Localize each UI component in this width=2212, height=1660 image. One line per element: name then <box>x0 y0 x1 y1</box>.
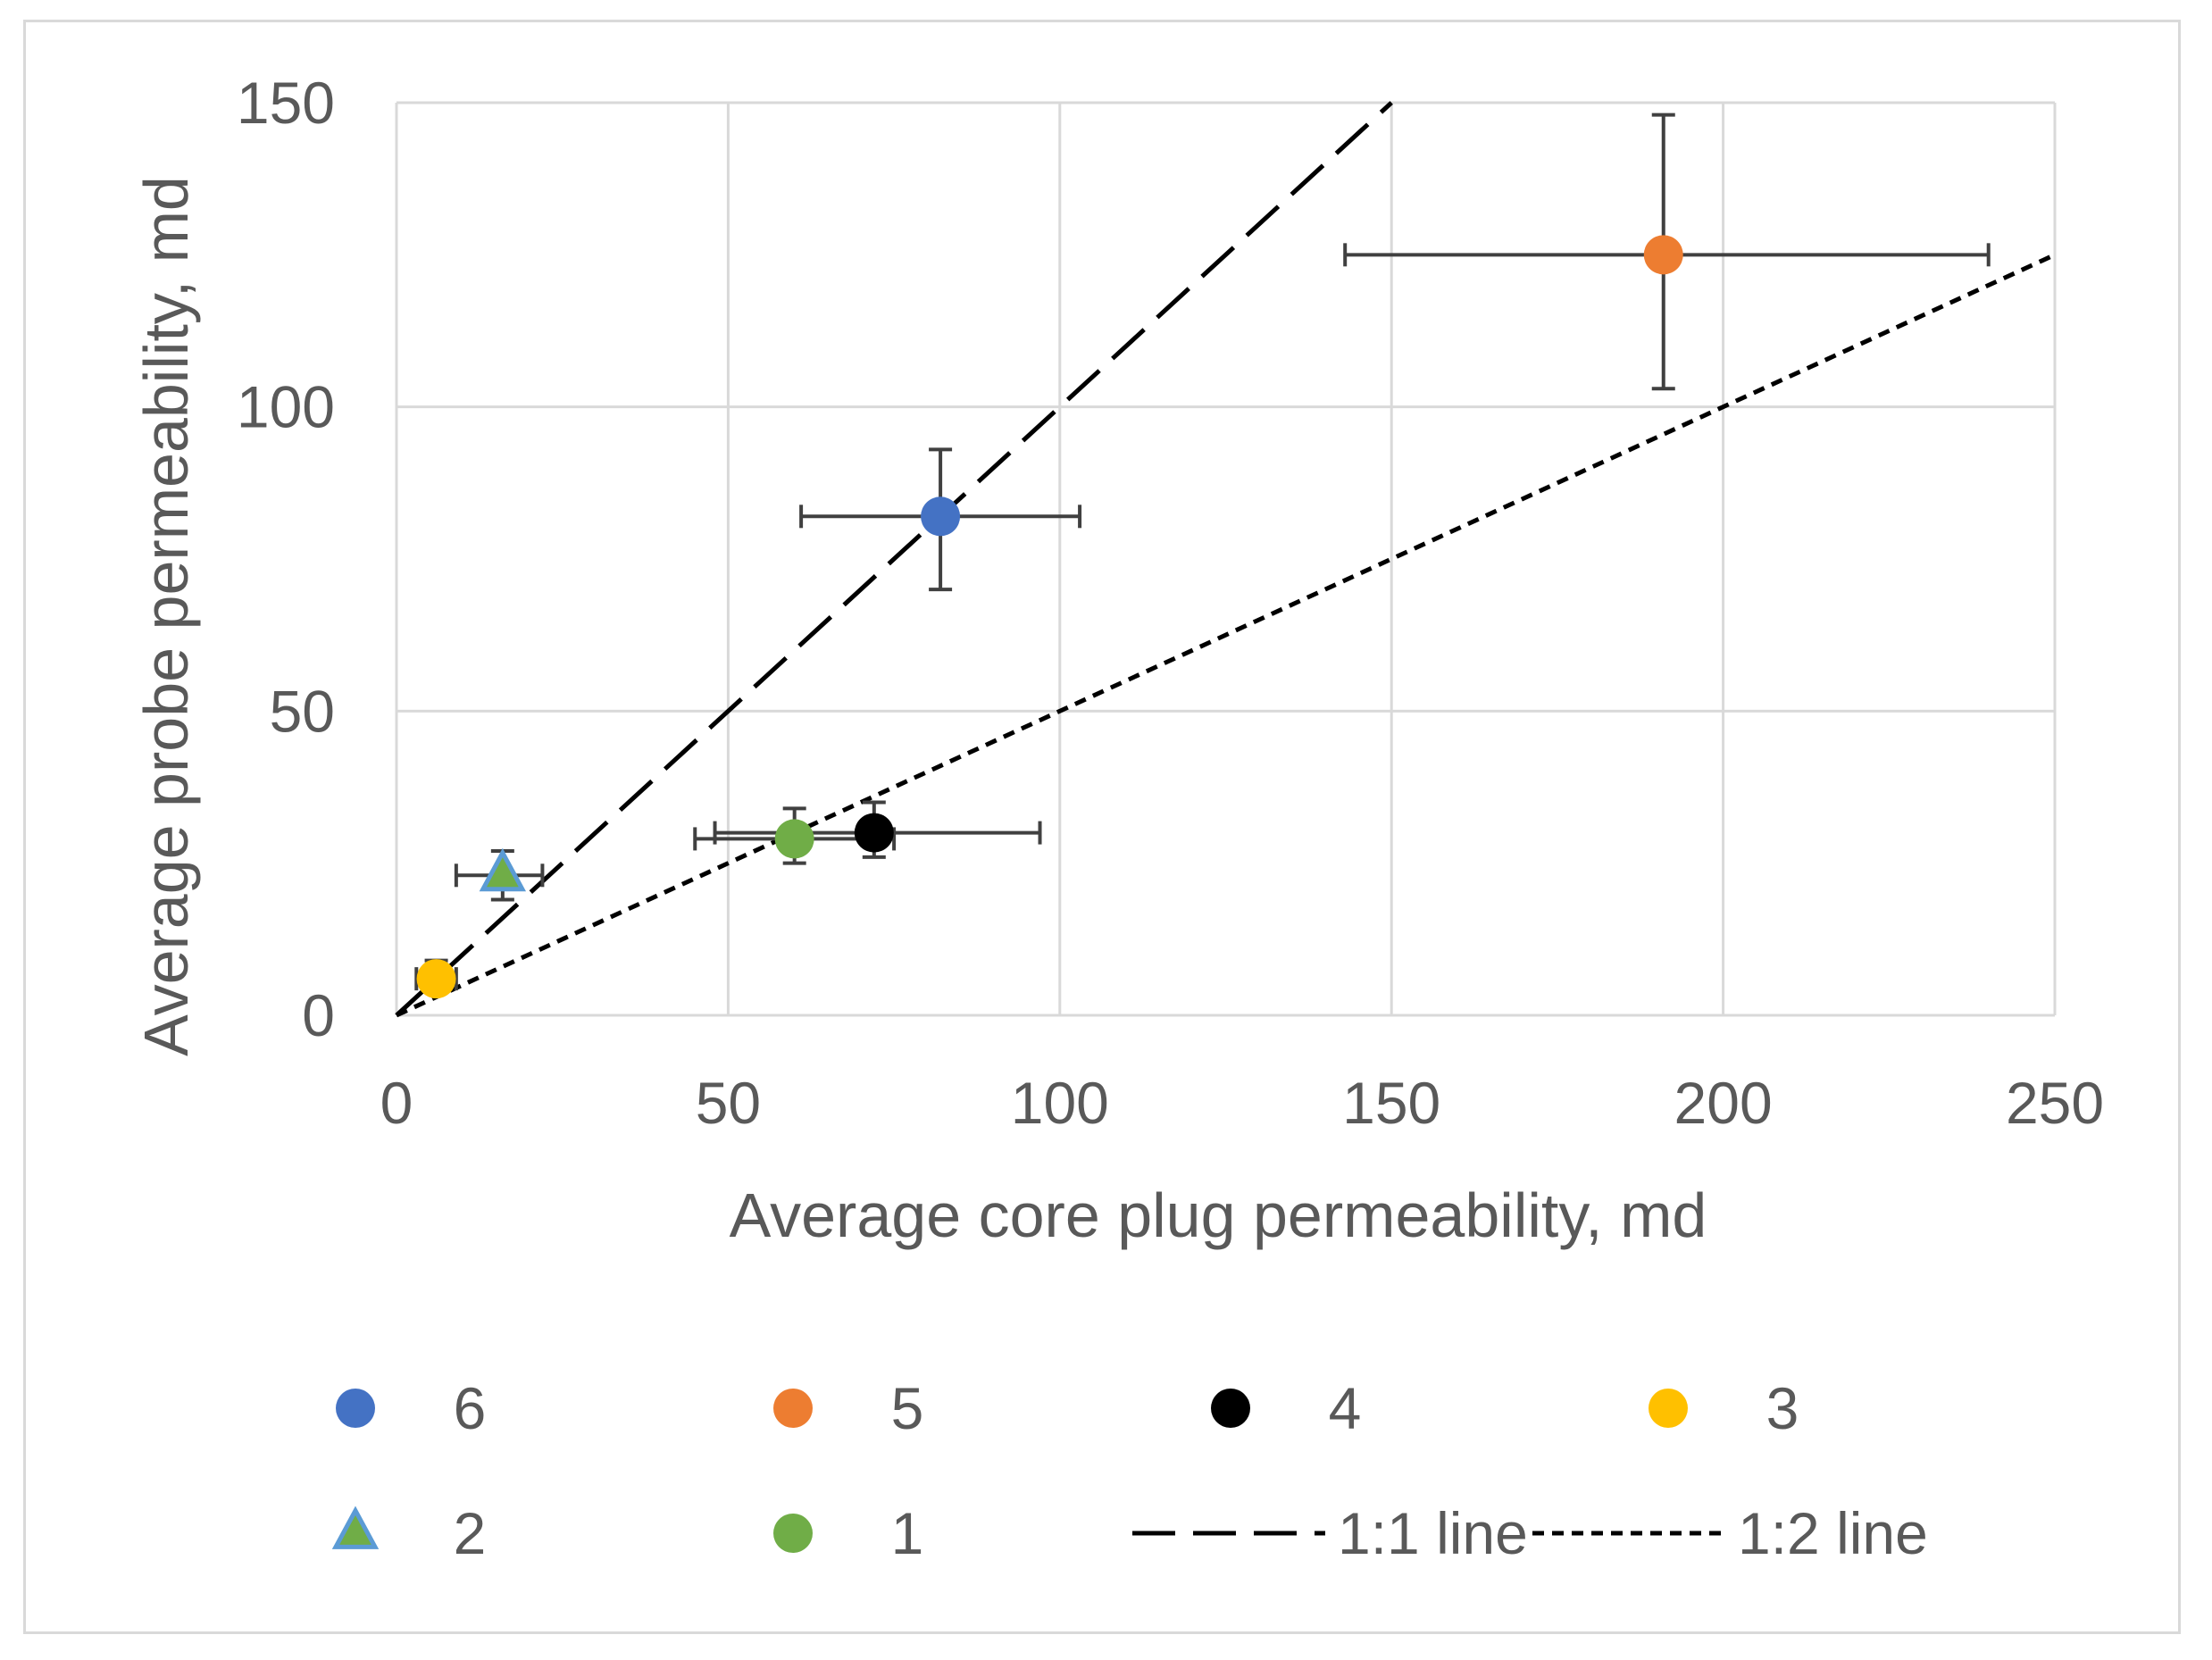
legend-marker-4 <box>1211 1389 1250 1428</box>
legend-marker-3 <box>1649 1389 1688 1428</box>
legend-label-3: 3 <box>1766 1375 1799 1441</box>
y-tick-label: 150 <box>237 70 335 136</box>
legend-marker-2 <box>331 1506 380 1549</box>
legend-label-line: 1:2 line <box>1738 1500 1928 1566</box>
legend-label-2: 2 <box>454 1500 487 1566</box>
series-2-point <box>479 847 527 892</box>
legend-label-line: 1:1 line <box>1338 1500 1528 1566</box>
reference-lines <box>395 101 2057 1018</box>
y-tick-label: 50 <box>270 678 335 744</box>
x-tick-label: 200 <box>1674 1070 1773 1136</box>
x-axis-title: Average core plug permeability, md <box>730 1180 1707 1250</box>
one-to-one-line <box>395 101 1393 1017</box>
error-bars <box>414 113 1991 993</box>
grid-lines <box>395 101 2057 1017</box>
x-tick-label: 250 <box>2006 1070 2104 1136</box>
x-tick-label: 0 <box>380 1070 413 1136</box>
legend: 6 5 4 3 2 1 1:1 line 1:2 line <box>331 1375 1928 1566</box>
series-5-point <box>1643 235 1683 275</box>
series-4-point <box>854 813 894 853</box>
series-6-point <box>921 496 961 537</box>
legend-marker-1 <box>773 1514 813 1553</box>
legend-label-4: 4 <box>1329 1375 1362 1441</box>
x-tick-label: 100 <box>1011 1070 1109 1136</box>
legend-marker-6 <box>336 1389 375 1428</box>
one-to-two-line <box>395 253 2057 1018</box>
legend-label-6: 6 <box>454 1375 487 1441</box>
x-tick-label: 150 <box>1342 1070 1440 1136</box>
legend-marker-5 <box>773 1389 813 1428</box>
legend-label-1: 1 <box>891 1500 924 1566</box>
tick-labels: 0 50 100 150 200 250 0 50 100 150 <box>237 70 2104 1136</box>
y-axis-title: Average probe permeability, md <box>131 176 201 1056</box>
legend-label-5: 5 <box>891 1375 924 1441</box>
chart-frame <box>23 20 2181 1634</box>
series-3-point <box>416 959 456 999</box>
y-tick-label: 100 <box>237 374 335 440</box>
data-markers <box>416 235 1683 999</box>
y-tick-label: 0 <box>302 982 335 1048</box>
x-tick-label: 50 <box>696 1070 761 1136</box>
series-1-point <box>774 819 814 859</box>
